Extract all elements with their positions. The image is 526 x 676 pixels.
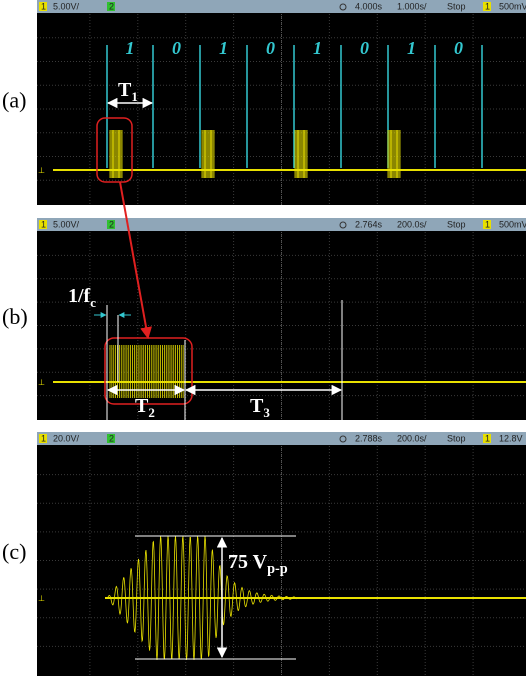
ground-marker: ⊥ — [38, 594, 45, 603]
ch1: 1 — [41, 219, 46, 229]
panel-label: (b) — [2, 304, 28, 329]
annotation-main: 1/f — [68, 285, 91, 307]
annotation-sub: 1 — [131, 89, 138, 104]
trig-ch: 1 — [485, 433, 490, 443]
panel-label: (a) — [2, 88, 26, 113]
bit: 0 — [360, 38, 369, 58]
mode: Stop — [447, 433, 466, 443]
ground-marker: ⊥ — [38, 378, 45, 387]
mode: Stop — [447, 219, 466, 229]
trig-ch: 1 — [485, 219, 490, 229]
ch2: 2 — [109, 1, 114, 11]
ground-marker: ⊥ — [38, 166, 45, 175]
bit: 1 — [407, 38, 416, 58]
scale: 5.00V/ — [53, 1, 80, 11]
annotation-sub: 3 — [263, 405, 270, 420]
mode: Stop — [447, 1, 466, 11]
trig-level: 500mV — [499, 219, 526, 229]
annotation-sub: 2 — [148, 405, 155, 420]
annotation-sub: p-p — [267, 561, 288, 577]
ch2: 2 — [109, 219, 114, 229]
delay: 2.788s — [355, 433, 383, 443]
delay: 2.764s — [355, 219, 383, 229]
bit: 1 — [219, 38, 228, 58]
panel-label: (c) — [2, 539, 26, 564]
timebase: 200.0s/ — [397, 219, 427, 229]
annotation-main: 75 V — [228, 551, 268, 573]
annotation-main: T — [250, 395, 264, 417]
timebase: 200.0s/ — [397, 433, 427, 443]
annotation-main: T — [118, 79, 132, 101]
bit: 0 — [454, 38, 463, 58]
scale: 5.00V/ — [53, 219, 80, 229]
timebase: 1.000s/ — [397, 1, 427, 11]
bit: 0 — [172, 38, 181, 58]
ch1: 1 — [41, 1, 46, 11]
trig-ch: 1 — [485, 1, 490, 11]
ch1: 1 — [41, 433, 46, 443]
figure: (a)15.00V/24.000s1.000s/Stop1500mV⊥(b)15… — [0, 0, 526, 676]
ch2: 2 — [109, 433, 114, 443]
trig-level: 12.8V — [499, 433, 523, 443]
annotation-main: T — [135, 395, 149, 417]
bit: 0 — [266, 38, 275, 58]
bit: 1 — [126, 38, 135, 58]
scale: 20.0V/ — [53, 433, 80, 443]
bit: 1 — [313, 38, 322, 58]
delay: 4.000s — [355, 1, 383, 11]
annotation-sub: c — [90, 295, 96, 310]
trig-level: 500mV — [499, 1, 526, 11]
